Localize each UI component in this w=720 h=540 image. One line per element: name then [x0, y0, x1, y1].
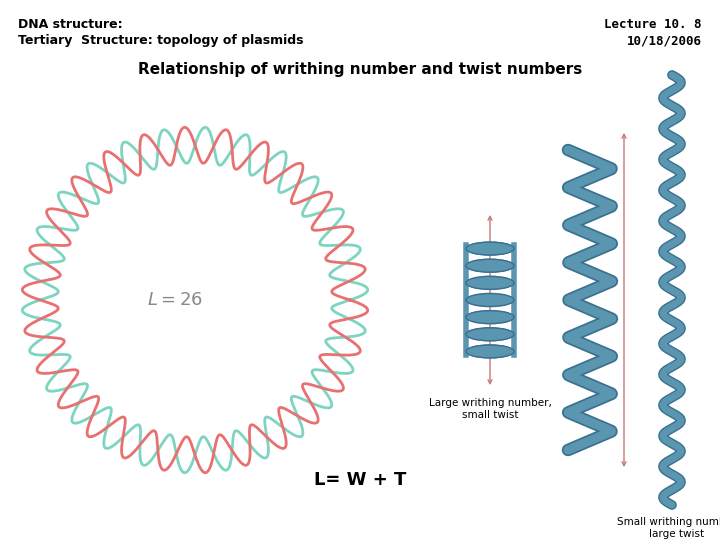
Text: Large writhing number,
small twist: Large writhing number, small twist: [428, 398, 552, 420]
Ellipse shape: [466, 294, 514, 306]
Ellipse shape: [466, 242, 514, 255]
Ellipse shape: [466, 310, 514, 325]
Ellipse shape: [466, 241, 514, 256]
Ellipse shape: [466, 277, 514, 289]
Ellipse shape: [466, 294, 514, 306]
Text: 10/18/2006: 10/18/2006: [627, 34, 702, 47]
Text: L= W + T: L= W + T: [314, 471, 406, 489]
Ellipse shape: [466, 259, 514, 273]
Ellipse shape: [466, 344, 514, 359]
Ellipse shape: [466, 346, 514, 357]
Ellipse shape: [466, 345, 514, 358]
Ellipse shape: [466, 275, 514, 290]
Text: Small writhing number
large twist: Small writhing number large twist: [617, 517, 720, 538]
Ellipse shape: [466, 242, 514, 254]
Text: Tertiary  Structure: topology of plasmids: Tertiary Structure: topology of plasmids: [18, 34, 304, 47]
Text: DNA structure:: DNA structure:: [18, 18, 122, 31]
Ellipse shape: [466, 327, 514, 342]
Text: Relationship of writhing number and twist numbers: Relationship of writhing number and twis…: [138, 62, 582, 77]
Ellipse shape: [466, 328, 514, 341]
Ellipse shape: [466, 311, 514, 323]
Ellipse shape: [466, 293, 514, 307]
Ellipse shape: [466, 328, 514, 340]
Ellipse shape: [466, 310, 514, 323]
Text: Lecture 10. 8: Lecture 10. 8: [605, 18, 702, 31]
Ellipse shape: [466, 260, 514, 272]
Ellipse shape: [466, 259, 514, 272]
Ellipse shape: [466, 276, 514, 289]
Text: $L = 26$: $L = 26$: [147, 291, 203, 309]
